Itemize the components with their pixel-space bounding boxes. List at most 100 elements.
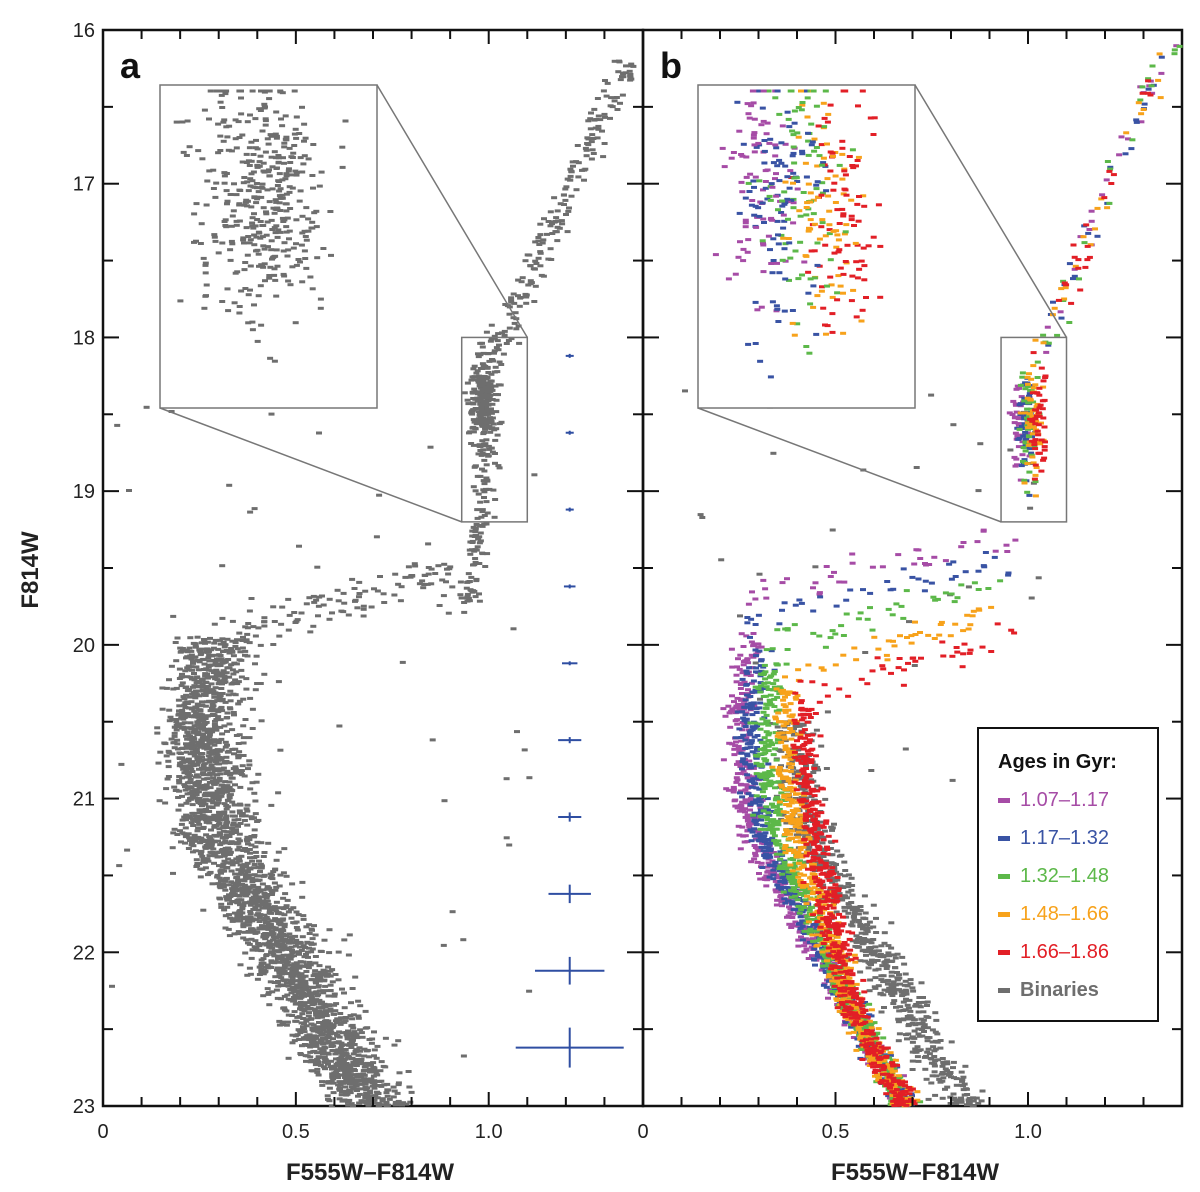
binary-point xyxy=(924,1039,931,1043)
star-point xyxy=(185,664,192,668)
star-point xyxy=(356,1092,363,1096)
star-point xyxy=(527,264,534,268)
star-point xyxy=(202,866,209,870)
star-point xyxy=(274,919,281,922)
inset-point xyxy=(236,219,243,223)
binary-point xyxy=(895,1017,902,1021)
inset-point xyxy=(222,218,229,222)
inset-point xyxy=(299,231,306,235)
star-point xyxy=(530,267,537,271)
inset-point xyxy=(217,149,224,152)
inset-point xyxy=(277,230,284,234)
star-point xyxy=(273,988,280,992)
age-point xyxy=(742,788,749,792)
star-point xyxy=(276,933,283,937)
star-point xyxy=(287,953,294,957)
star-point xyxy=(216,884,223,888)
star-point xyxy=(548,258,555,261)
star-point xyxy=(191,754,198,758)
star-point xyxy=(203,691,210,695)
binary-point xyxy=(813,868,820,872)
star-point xyxy=(269,919,276,923)
inset-point xyxy=(248,172,255,176)
binary-point xyxy=(961,1082,968,1086)
star-point xyxy=(403,1102,410,1106)
age-point xyxy=(733,740,739,744)
star-point xyxy=(299,935,306,939)
star-point xyxy=(266,906,273,909)
star-point xyxy=(217,694,224,698)
star-point xyxy=(236,631,243,635)
star-point xyxy=(614,108,621,111)
binary-point xyxy=(890,985,897,989)
star-point xyxy=(296,1002,303,1006)
binary-point xyxy=(782,739,789,743)
binary-point xyxy=(906,620,912,624)
star-point xyxy=(247,851,253,855)
age-point xyxy=(789,916,796,919)
star-point xyxy=(323,1059,330,1063)
binary-point xyxy=(878,944,885,948)
star-point xyxy=(241,883,248,887)
binary-point xyxy=(901,962,908,966)
star-point xyxy=(481,469,488,473)
star-point xyxy=(203,758,210,762)
star-point xyxy=(471,364,478,368)
inset-point xyxy=(283,192,290,196)
star-point xyxy=(216,762,222,766)
star-point xyxy=(173,686,180,690)
star-point xyxy=(203,783,210,787)
star-point xyxy=(207,794,213,798)
binary-point xyxy=(819,841,826,845)
error-bar xyxy=(515,1027,624,1068)
binary-point xyxy=(975,1102,982,1105)
star-point xyxy=(278,912,285,916)
star-point xyxy=(511,321,518,325)
star-point xyxy=(495,383,502,387)
age-point xyxy=(745,661,752,665)
inset-point xyxy=(252,146,259,150)
star-point xyxy=(334,1033,340,1037)
star-point xyxy=(395,1081,402,1085)
star-point xyxy=(276,954,282,958)
star-point xyxy=(226,934,233,938)
star-point xyxy=(246,609,253,613)
star-point xyxy=(235,755,242,759)
binary-point xyxy=(862,959,869,963)
star-point xyxy=(221,836,228,840)
star-point xyxy=(395,1039,402,1043)
star-point xyxy=(547,247,554,251)
binary-point xyxy=(812,763,819,767)
star-point xyxy=(545,220,552,223)
star-point xyxy=(155,761,162,765)
star-point xyxy=(193,793,200,797)
star-point xyxy=(385,1103,392,1107)
star-point xyxy=(484,397,491,401)
binary-point xyxy=(920,996,926,999)
star-point xyxy=(201,715,208,719)
star-point xyxy=(202,721,209,725)
star-point xyxy=(611,99,618,103)
star-point xyxy=(255,888,262,892)
star-point xyxy=(231,818,238,822)
star-point xyxy=(480,351,487,355)
star-point xyxy=(268,889,275,892)
star-point xyxy=(224,711,231,715)
star-point xyxy=(278,997,284,1001)
star-point xyxy=(264,899,271,903)
age-point xyxy=(741,840,748,844)
star-point xyxy=(218,794,225,798)
star-point xyxy=(173,728,180,732)
star-point xyxy=(198,784,205,788)
star-point xyxy=(341,1098,348,1102)
inset-point xyxy=(217,100,224,104)
age-point xyxy=(747,808,753,812)
age-point xyxy=(765,861,772,865)
star-point xyxy=(362,1009,369,1013)
star-point xyxy=(294,996,301,1000)
binary-point xyxy=(915,1001,922,1004)
star-point xyxy=(407,1100,414,1104)
star-point xyxy=(523,293,530,297)
panel-a-scatter xyxy=(109,59,637,1108)
inset-point xyxy=(267,356,274,360)
